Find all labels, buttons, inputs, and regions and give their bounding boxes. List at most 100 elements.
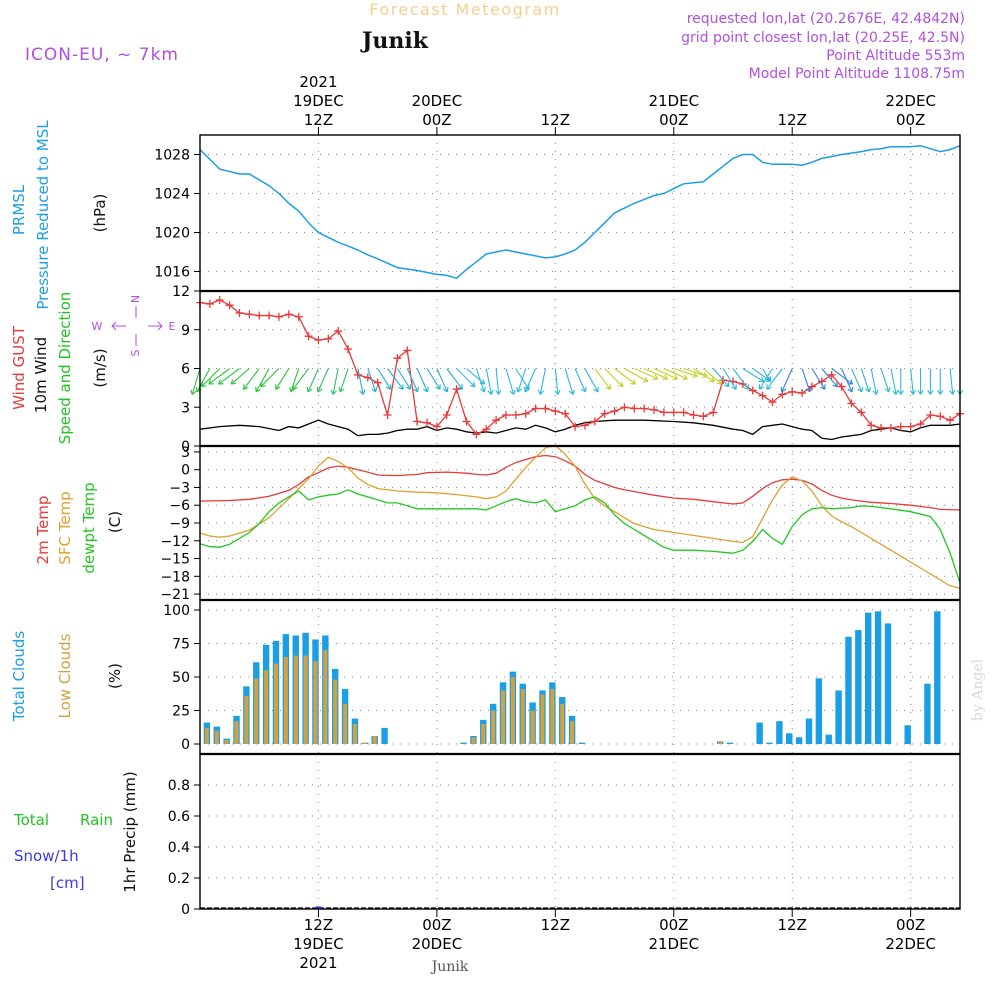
gust-marker (383, 411, 392, 419)
gust-marker (482, 425, 491, 434)
gust-marker (541, 404, 550, 413)
gust-marker (314, 336, 323, 345)
precip-label-axis: 1hr Precip (mm) (121, 771, 139, 892)
wind-direction-arrowhead (662, 374, 669, 381)
gust-marker (877, 423, 886, 432)
wind-direction-arrowhead (917, 389, 924, 395)
wind-direction-arrowhead (230, 379, 237, 385)
wind-direction-arrowhead (937, 389, 944, 395)
time-label-bottom: 00Z (896, 916, 925, 934)
time-label-bottom: 00Z (422, 916, 451, 934)
time-label-top: 20DEC (412, 92, 463, 110)
wind-direction-arrow (357, 368, 364, 395)
gust-marker (304, 332, 313, 341)
wind-direction-arrow (524, 368, 537, 393)
y-tick-label: −21 (160, 587, 190, 603)
wind-direction-arrow (456, 368, 476, 388)
gust-marker (650, 405, 659, 414)
t2m-line (199, 454, 961, 511)
low-cloud-bar (352, 723, 357, 744)
precip-label-total: Total (13, 811, 49, 829)
wind-direction-arrowhead (330, 389, 337, 395)
time-label-top: 12Z (778, 111, 807, 129)
wind-direction-arrowhead (672, 374, 678, 381)
temp-label-sfc: SFC Temp (56, 491, 74, 564)
low-cloud-bar (303, 655, 308, 744)
wind-direction-arrowhead (909, 389, 916, 395)
wind-direction-arrowhead (398, 384, 404, 390)
wind-speed-line (199, 419, 961, 441)
y-tick-label: 1020 (154, 226, 190, 242)
y-tick-label: 0 (181, 439, 190, 455)
y-tick-label: −3 (169, 480, 190, 496)
header-model-altitude: Model Point Altitude 1108.75m (749, 66, 965, 82)
wind-direction-arrowhead (580, 386, 587, 393)
wind-direction-arrow (732, 368, 750, 390)
wind-direction-arrow (693, 368, 715, 382)
time-label-top: 19DEC (293, 92, 344, 110)
wind-direction-arrow (446, 368, 463, 390)
gust-marker (472, 430, 481, 439)
wind-direction-arrow (243, 368, 260, 390)
wind-direction-arrow (949, 368, 954, 395)
time-label-top: 12Z (541, 111, 570, 129)
wind-direction-arrow (910, 368, 914, 395)
wind-direction-arrow (870, 368, 877, 395)
wind-direction-arrow (594, 368, 611, 390)
pressure-label-long: Pressure Reduced to MSL (34, 120, 52, 310)
y-tick-label: 75 (172, 637, 190, 653)
wind-direction-arrow (218, 368, 240, 385)
low-cloud-bar (510, 677, 515, 744)
gust-marker (837, 382, 846, 391)
y-tick-label: 0.4 (168, 840, 190, 856)
wind-direction-arrowhead (892, 389, 899, 395)
wind-direction-arrowhead (758, 384, 765, 390)
low-cloud-bar (333, 679, 338, 744)
wind-direction-arrowhead (306, 386, 313, 393)
gust-marker (225, 301, 234, 310)
wind-direction-arrow (584, 368, 599, 393)
gust-marker (215, 296, 224, 305)
time-label-bottom: 21DEC (648, 935, 699, 953)
gust-marker (630, 404, 639, 413)
low-cloud-bar (560, 703, 565, 744)
wind-direction-arrow (614, 368, 636, 385)
wind-direction-arrow (406, 368, 419, 393)
gust-marker (452, 385, 461, 394)
low-cloud-bar (323, 650, 328, 744)
time-label-bottom: 12Z (541, 916, 570, 934)
wind-direction-arrowhead (617, 381, 624, 388)
gust-marker (580, 421, 589, 430)
y-tick-label: 0 (181, 737, 190, 753)
wind-direction-arrowhead (292, 384, 298, 390)
wind-direction-arrowhead (218, 379, 224, 385)
y-tick-label: 3 (181, 445, 190, 461)
header-title-faded: Forecast Meteogram (369, 0, 560, 19)
panel-frame (199, 753, 961, 910)
wind-direction-arrowhead (864, 386, 871, 393)
gust-marker (551, 407, 560, 416)
wind-direction-arrow (752, 368, 772, 382)
gust-marker (896, 422, 905, 431)
time-label-bottom: 12Z (304, 916, 333, 934)
gust-marker (561, 409, 570, 418)
y-tick-label: 1016 (154, 265, 190, 281)
gust-marker (373, 378, 382, 387)
y-tick-label: 0.2 (168, 871, 190, 887)
total-cloud-bar (865, 612, 872, 744)
wind-direction-arrow (387, 368, 404, 390)
gust-marker (807, 382, 816, 391)
wind-direction-arrowhead (731, 384, 737, 390)
wind-direction-arrow (436, 368, 448, 393)
low-cloud-bar (204, 727, 209, 744)
wind-direction-arrowhead (255, 386, 261, 393)
wind-direction-arrow (396, 368, 411, 390)
gust-marker (640, 404, 649, 413)
wind-direction-arrow (339, 368, 349, 393)
wind-direction-arrow (208, 368, 230, 385)
wind-direction-arrowhead (523, 386, 530, 393)
low-cloud-bar (313, 660, 318, 744)
wind-direction-arrowhead (716, 379, 723, 385)
wind-direction-arrowhead (516, 386, 523, 393)
wind-label-dir: Speed and Direction (56, 292, 74, 445)
